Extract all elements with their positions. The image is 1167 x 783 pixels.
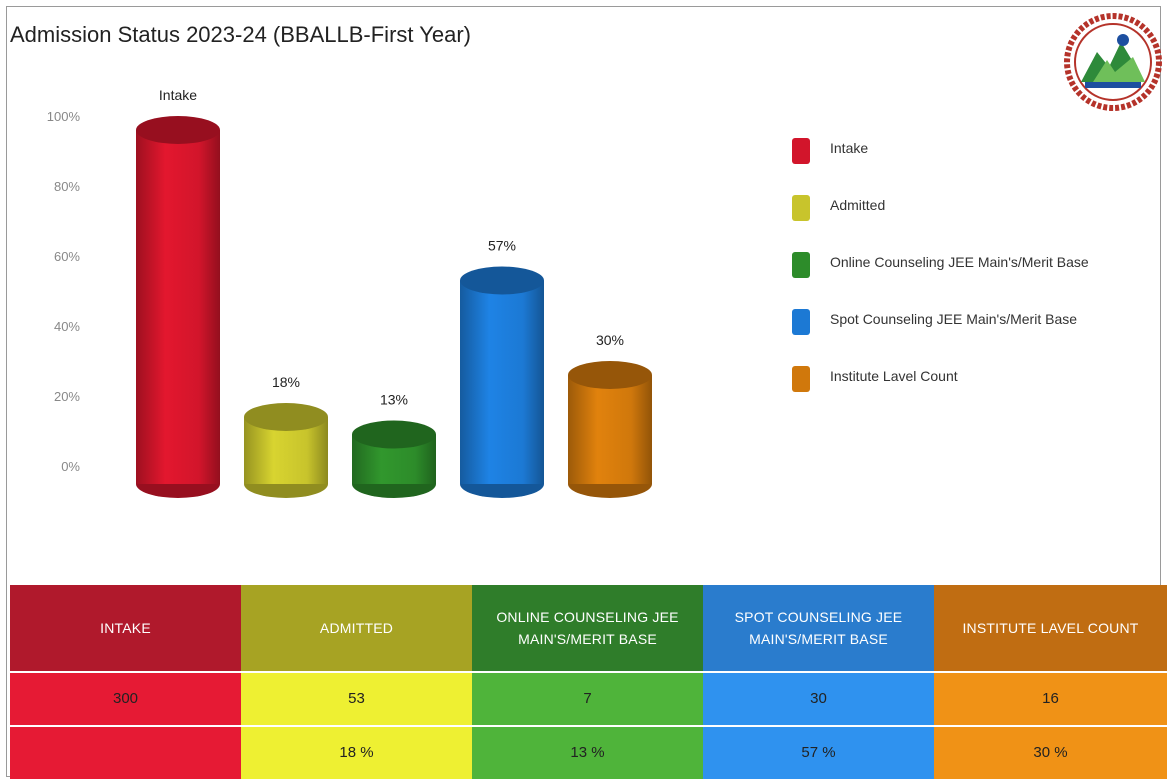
bar-top xyxy=(568,361,652,389)
table-header-intake: INTAKE xyxy=(10,585,241,671)
legend-label: Spot Counseling JEE Main's/Merit Base xyxy=(830,311,1078,327)
table-percent-admitted: 18 % xyxy=(241,727,472,779)
bar-data-label: 13% xyxy=(380,392,408,408)
bar-top xyxy=(136,116,220,144)
table-count-admitted: 53 xyxy=(241,673,472,725)
table-percent-spot-counseling: 57 % xyxy=(703,727,934,779)
legend-label: Online Counseling JEE Main's/Merit Base xyxy=(830,254,1089,270)
legend-swatch xyxy=(792,309,810,335)
table-header-online-counseling: ONLINE COUNSELING JEE MAIN'S/MERIT BASE xyxy=(472,585,703,671)
bar-top xyxy=(244,403,328,431)
bar xyxy=(136,130,220,484)
legend-label: Intake xyxy=(830,140,869,156)
institute-logo xyxy=(1064,13,1162,111)
bar xyxy=(460,280,544,484)
y-tick-label: 40% xyxy=(54,319,80,334)
y-tick-label: 100% xyxy=(47,109,81,124)
table-percent-institute-count: 30 % xyxy=(934,727,1167,779)
legend-swatch xyxy=(792,138,810,164)
y-tick-label: 80% xyxy=(54,179,80,194)
table-header-institute-count: INSTITUTE LAVEL COUNT xyxy=(934,585,1167,671)
bar-data-label: 57% xyxy=(488,238,516,254)
bar-data-label: 18% xyxy=(272,374,300,390)
table-count-institute-count: 16 xyxy=(934,673,1167,725)
admission-table: INTAKE ADMITTED ONLINE COUNSELING JEE MA… xyxy=(10,585,1167,783)
legend-label: Admitted xyxy=(830,197,886,213)
bar-chart: 0% 20% 40% 60% 80% 100% Intake 18% 13% 57% 30% xyxy=(47,87,652,498)
bar xyxy=(568,375,652,484)
table-count-spot-counseling: 30 xyxy=(703,673,934,725)
legend-swatch xyxy=(792,366,810,392)
table-percent-online-counseling: 13 % xyxy=(472,727,703,779)
chart-title: Admission Status 2023-24 (BBALLB-First Y… xyxy=(10,22,472,47)
legend-label: Institute Lavel Count xyxy=(830,368,958,384)
bar-top xyxy=(352,420,436,449)
bar-data-label: Intake xyxy=(159,87,197,103)
y-tick-label: 0% xyxy=(61,459,80,474)
table-count-intake: 300 xyxy=(10,673,241,725)
bar-top xyxy=(460,266,544,295)
legend-swatch xyxy=(792,252,810,278)
bar-data-label: 30% xyxy=(596,332,624,348)
y-tick-label: 60% xyxy=(54,249,80,264)
y-tick-label: 20% xyxy=(54,389,80,404)
legend-swatch xyxy=(792,195,810,221)
table-header-spot-counseling: SPOT COUNSELING JEE MAIN'S/MERIT BASE xyxy=(703,585,934,671)
table-percent-intake xyxy=(10,727,241,779)
table-count-online-counseling: 7 xyxy=(472,673,703,725)
table-header-admitted: ADMITTED xyxy=(241,585,472,671)
